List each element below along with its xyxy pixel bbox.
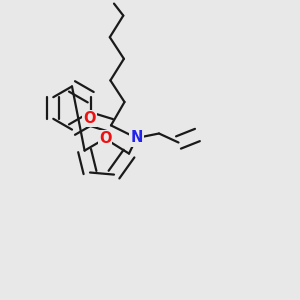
Text: O: O: [83, 111, 96, 126]
Text: O: O: [99, 131, 111, 146]
Text: N: N: [130, 130, 143, 146]
